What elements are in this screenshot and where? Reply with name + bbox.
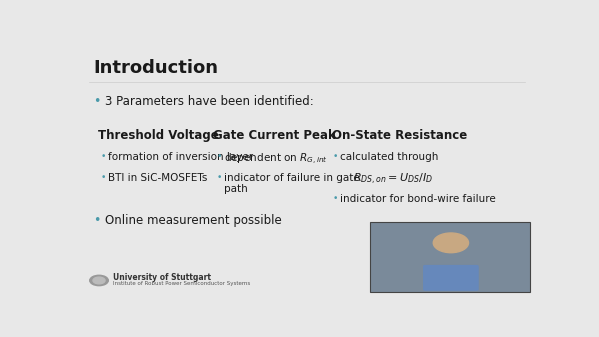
Text: indicator of failure in gate
path: indicator of failure in gate path — [225, 173, 360, 194]
Text: Introduction: Introduction — [93, 59, 219, 76]
Text: Online measurement possible: Online measurement possible — [105, 214, 282, 227]
Text: On-State Resistance: On-State Resistance — [332, 129, 467, 142]
Text: calculated through: calculated through — [340, 152, 439, 162]
Text: formation of inversion layer: formation of inversion layer — [108, 152, 253, 162]
Text: Institute of Robust Power Semiconductor Systems: Institute of Robust Power Semiconductor … — [113, 281, 250, 285]
Text: •: • — [93, 214, 101, 227]
Text: indicator for bond-wire failure: indicator for bond-wire failure — [340, 193, 496, 204]
Text: Threshold Voltage: Threshold Voltage — [98, 129, 219, 142]
Text: 3 Parameters have been identified:: 3 Parameters have been identified: — [105, 95, 314, 108]
FancyBboxPatch shape — [423, 265, 479, 291]
Text: •: • — [101, 152, 106, 161]
Text: $R_{DS,on} = U_{DS}/I_D$: $R_{DS,on} = U_{DS}/I_D$ — [353, 172, 433, 187]
Text: Gate Current Peak: Gate Current Peak — [213, 129, 336, 142]
FancyBboxPatch shape — [370, 222, 530, 292]
Circle shape — [90, 275, 108, 286]
Text: •: • — [332, 152, 338, 161]
Text: •: • — [216, 152, 222, 161]
Circle shape — [93, 277, 105, 284]
Text: University of Stuttgart: University of Stuttgart — [113, 273, 211, 282]
Circle shape — [433, 233, 468, 253]
Text: BTI in SiC-MOSFETs: BTI in SiC-MOSFETs — [108, 173, 208, 183]
Text: •: • — [216, 173, 222, 182]
Text: •: • — [332, 193, 338, 203]
Text: •: • — [93, 95, 101, 108]
Text: dependent on $R_{G,int}$: dependent on $R_{G,int}$ — [225, 152, 328, 167]
Text: •: • — [101, 173, 106, 182]
